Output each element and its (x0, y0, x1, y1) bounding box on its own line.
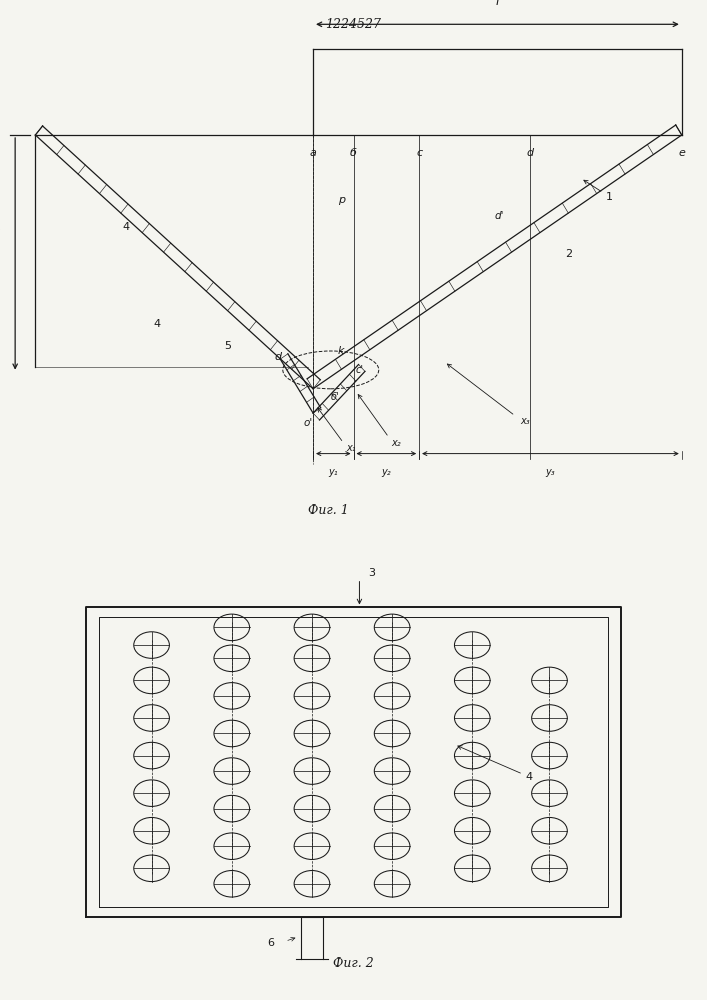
Text: x₁: x₁ (346, 443, 356, 453)
Text: б: б (350, 148, 357, 158)
Text: d': d' (495, 211, 504, 221)
Text: 5: 5 (223, 341, 230, 351)
Text: 1224527: 1224527 (325, 18, 382, 31)
Text: 4: 4 (123, 222, 130, 232)
Text: 1: 1 (584, 180, 613, 202)
Text: x₂: x₂ (392, 438, 401, 448)
Text: 4: 4 (153, 319, 160, 329)
Text: Фиг. 2: Фиг. 2 (333, 957, 374, 970)
Text: Фиг. 1: Фиг. 1 (308, 504, 349, 517)
Text: l: l (496, 0, 499, 8)
Text: 4: 4 (458, 746, 533, 782)
Text: y₁: y₁ (329, 467, 338, 477)
Text: e: e (678, 148, 685, 158)
Text: б': б' (331, 392, 339, 402)
Text: y₃: y₃ (546, 467, 555, 477)
Text: c': c' (356, 365, 364, 375)
Text: y₂: y₂ (382, 467, 391, 477)
Text: d: d (527, 148, 534, 158)
Text: c: c (416, 148, 422, 158)
Text: a: a (310, 148, 317, 158)
Text: 2: 2 (566, 249, 573, 259)
Text: d: d (274, 352, 281, 362)
Text: 6: 6 (267, 938, 274, 948)
Text: o': o' (303, 418, 312, 428)
Text: 3: 3 (368, 568, 375, 578)
Text: p: p (339, 195, 346, 205)
Text: x₃: x₃ (520, 416, 530, 426)
Text: k: k (338, 346, 344, 356)
